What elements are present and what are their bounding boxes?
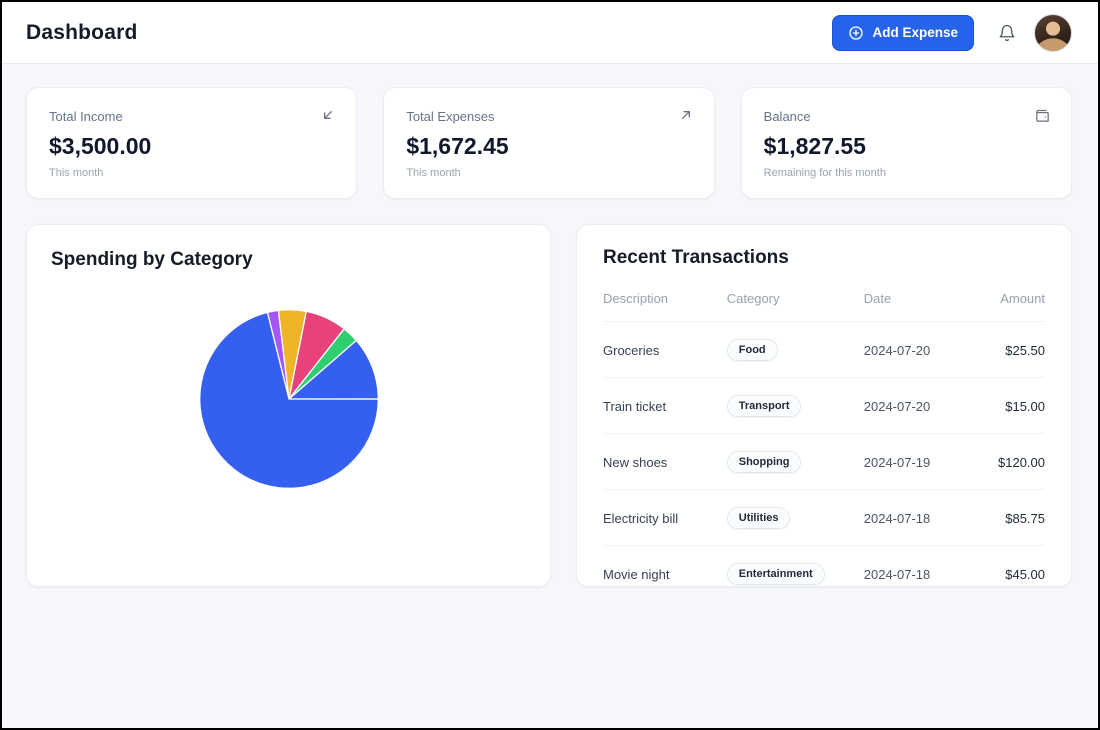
transaction-description: New shoes	[603, 433, 727, 490]
arrow-down-left-icon	[320, 107, 336, 123]
stat-subtext: Remaining for this month	[763, 167, 886, 179]
stat-card: Balance $1,827.55 Remaining for this mon…	[740, 87, 1072, 199]
header-actions: Add Expense	[832, 13, 1072, 52]
page-title: Dashboard	[26, 20, 138, 44]
transaction-date: 2024-07-20	[863, 377, 966, 434]
user-avatar[interactable]	[1034, 13, 1072, 52]
header: Dashboard Add Expense	[2, 2, 1098, 64]
transaction-date: 2024-07-18	[863, 489, 966, 546]
transaction-date: 2024-07-20	[863, 321, 966, 378]
transaction-amount: $15.00	[965, 377, 1045, 434]
transaction-amount: $25.50	[965, 321, 1045, 378]
transaction-date: 2024-07-18	[863, 545, 966, 586]
stat-value: $1,672.45	[406, 133, 509, 159]
transaction-description: Train ticket	[603, 377, 727, 434]
transaction-row: New shoes Shopping 2024-07-19 $120.00	[603, 433, 1045, 490]
add-expense-button[interactable]: Add Expense	[832, 14, 974, 51]
column-header-amount: Amount	[965, 275, 1045, 322]
transaction-row: Groceries Food 2024-07-20 $25.50	[603, 321, 1045, 378]
stat-card: Total Expenses $1,672.45 This month	[383, 87, 715, 199]
transaction-description: Electricity bill	[603, 489, 727, 546]
pie-chart	[51, 305, 526, 493]
stat-label: Total Expenses	[406, 109, 495, 124]
stat-subtext: This month	[49, 167, 104, 179]
pie-slice-blue-small	[286, 339, 379, 400]
recent-transactions-card: Recent Transactions Description Category D…	[576, 224, 1072, 587]
transaction-amount: $85.75	[965, 489, 1045, 546]
spending-by-category-card: Spending by Category	[26, 224, 551, 587]
wallet-icon	[1034, 107, 1051, 124]
panels: Spending by Category Recent Transactions…	[26, 224, 1072, 587]
column-header-description: Description	[603, 275, 727, 322]
category-badge: Shopping	[726, 451, 802, 473]
notifications-bell-icon[interactable]	[998, 24, 1016, 42]
plus-circle-icon	[848, 25, 864, 41]
transaction-amount: $45.00	[965, 545, 1045, 586]
transaction-row: Movie night Entertainment 2024-07-18 $45.00	[603, 545, 1045, 586]
spending-title: Spending by Category	[51, 249, 253, 270]
column-header-date: Date	[863, 275, 966, 322]
transaction-date: 2024-07-19	[863, 433, 966, 490]
stat-label: Total Income	[49, 109, 123, 124]
main-content: Total Income $3,500.00 This month Total …	[2, 64, 1098, 587]
stat-cards: Total Income $3,500.00 This month Total …	[26, 87, 1072, 199]
stat-value: $3,500.00	[49, 133, 152, 159]
table-header-row: Description Category Date Amount	[603, 275, 1045, 322]
transaction-description: Groceries	[603, 321, 727, 378]
category-badge: Transport	[726, 395, 802, 417]
add-expense-label: Add Expense	[872, 25, 958, 40]
arrow-up-right-icon	[678, 107, 694, 123]
transaction-amount: $120.00	[965, 433, 1045, 490]
stat-subtext: This month	[406, 167, 461, 179]
pie-slice-blue-large	[198, 311, 379, 489]
stat-label: Balance	[763, 109, 811, 124]
column-header-category: Category	[726, 275, 864, 322]
transactions-table: Description Category Date Amount Groceries F…	[603, 275, 1045, 586]
transaction-row: Train ticket Transport 2024-07-20 $15.00	[603, 377, 1045, 434]
category-badge: Entertainment	[726, 563, 825, 585]
transaction-row: Electricity bill Utilities 2024-07-18 $85.7…	[603, 489, 1045, 546]
stat-value: $1,827.55	[763, 133, 866, 159]
category-badge: Utilities	[726, 507, 791, 529]
transaction-description: Movie night	[603, 545, 727, 586]
transactions-title: Recent Transactions	[603, 247, 789, 268]
stat-card: Total Income $3,500.00 This month	[26, 87, 358, 199]
category-badge: Food	[726, 339, 778, 361]
